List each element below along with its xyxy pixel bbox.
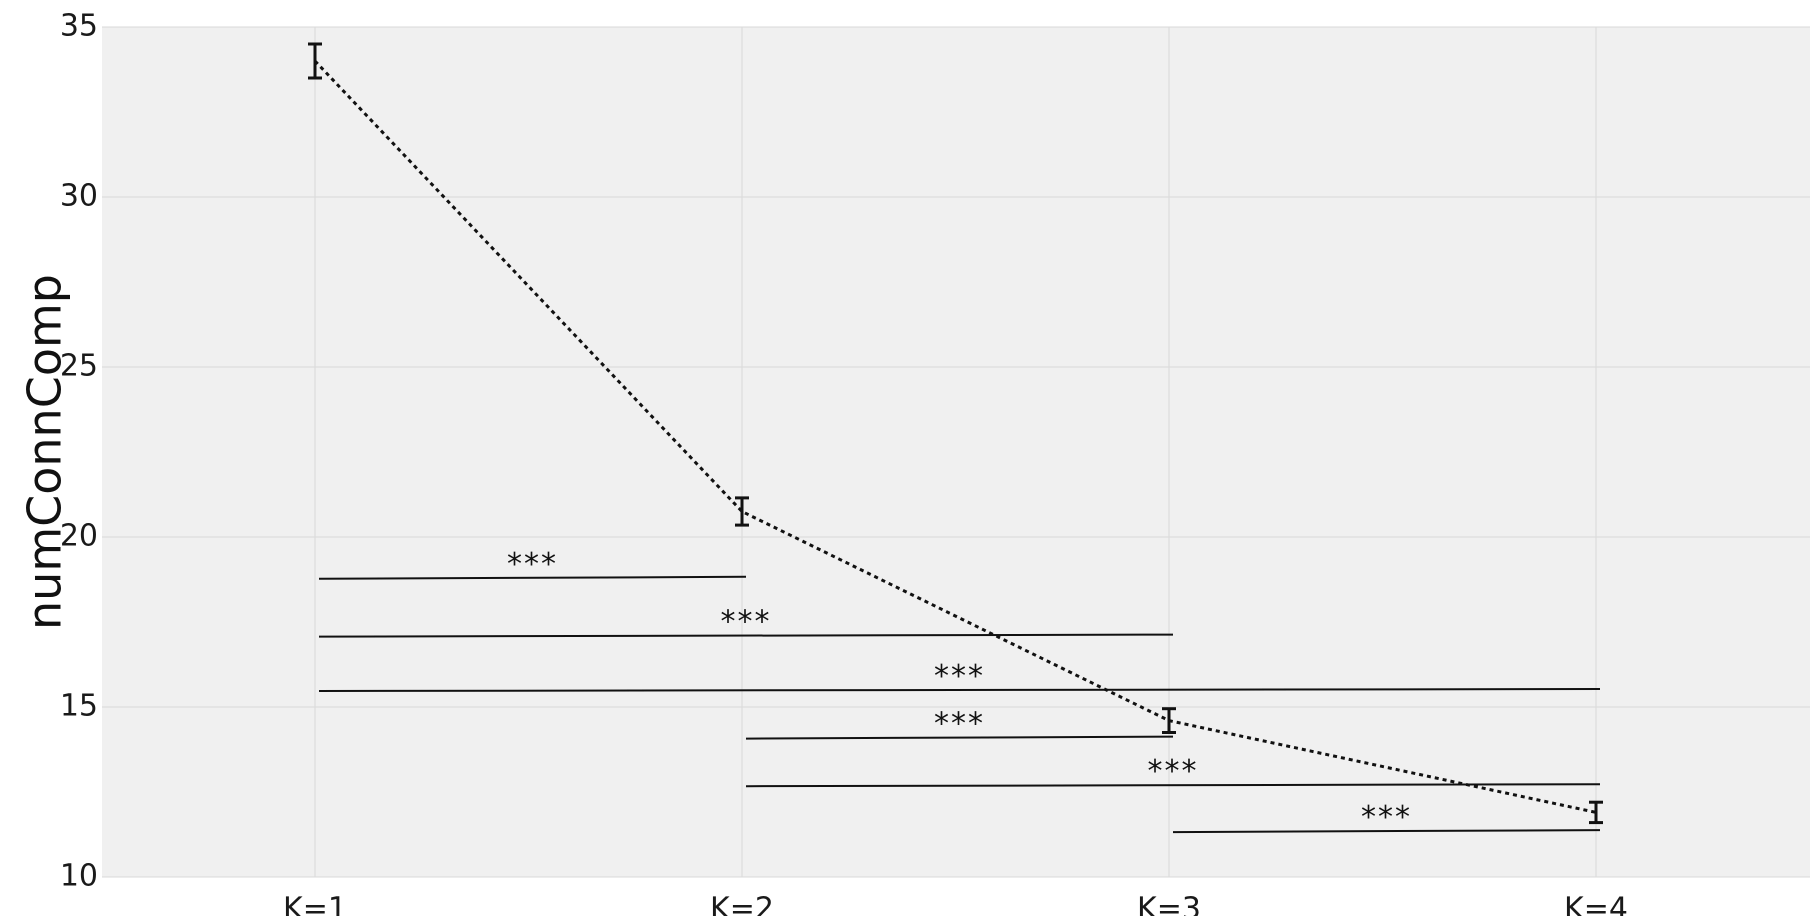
significance-label: ***: [1361, 800, 1412, 835]
y-tick-label: 10: [60, 859, 98, 894]
significance-line: [318, 575, 747, 580]
series-line: [313, 59, 1597, 814]
x-tick-label: K=4: [1564, 892, 1628, 916]
significance-line: [318, 688, 1601, 692]
y-tick-label: 30: [60, 179, 98, 214]
y-tick-label: 15: [60, 689, 98, 724]
axis-ticks: 10 15 20 25 30 35 K=1 K=2 K=3 K=4: [60, 9, 1628, 916]
y-tick-label: 35: [60, 9, 98, 44]
x-tick-label: K=1: [283, 892, 347, 916]
y-tick-label: 25: [60, 349, 98, 384]
x-tick-label: K=2: [710, 892, 774, 916]
significance-brackets: *** *** *** *** *** ***: [318, 547, 1601, 835]
significance-label: ***: [721, 605, 772, 640]
x-tick-label: K=3: [1137, 892, 1201, 916]
significance-label: ***: [1148, 754, 1199, 789]
y-tick-label: 20: [60, 519, 98, 554]
plot-area: [102, 27, 1810, 877]
significance-label: ***: [934, 659, 985, 694]
significance-line: [1172, 829, 1601, 834]
y-axis-label: numConnComp: [18, 274, 72, 630]
significance-line: [318, 633, 1174, 638]
significance-label: ***: [507, 547, 558, 582]
significance-line: [745, 735, 1174, 740]
significance-label: ***: [934, 707, 985, 742]
grid: [102, 26, 1810, 878]
significance-line: [745, 783, 1601, 788]
series: [308, 42, 1603, 825]
